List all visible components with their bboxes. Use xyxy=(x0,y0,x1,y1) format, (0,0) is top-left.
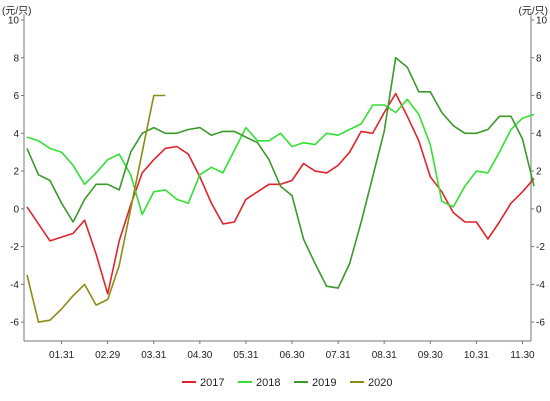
right-y-tick-label: 6 xyxy=(536,91,542,102)
x-tick-label: 04.30 xyxy=(187,350,212,361)
left-y-tick-label: 0 xyxy=(13,204,19,215)
series-line-2018 xyxy=(26,98,535,216)
x-tick-label: 01.31 xyxy=(49,350,74,361)
left-y-tick-label: 4 xyxy=(13,129,19,140)
left-y-tick-label: -2 xyxy=(10,242,19,253)
right-y-tick-label: -2 xyxy=(536,242,545,253)
series-line-2017 xyxy=(26,92,535,295)
x-tick-label: 11.30 xyxy=(510,350,535,361)
legend-label-2020: 2020 xyxy=(368,377,392,389)
left-y-tick-label: -4 xyxy=(10,280,19,291)
series-line-2020 xyxy=(26,94,166,323)
legend-label-2017: 2017 xyxy=(200,377,224,389)
left-y-tick-label: 10 xyxy=(8,16,20,27)
right-axis-unit: (元/只) xyxy=(519,6,548,17)
x-tick-label: 03.31 xyxy=(141,350,166,361)
x-tick-label: 06.30 xyxy=(280,350,305,361)
left-axis-unit: (元/只) xyxy=(2,6,31,17)
x-tick-label: 05.31 xyxy=(233,350,258,361)
left-y-tick-label: 2 xyxy=(13,167,19,178)
left-y-tick-label: -6 xyxy=(10,318,19,329)
legend-label-2019: 2019 xyxy=(312,377,336,389)
right-y-tick-label: 4 xyxy=(536,129,542,140)
legend-label-2018: 2018 xyxy=(256,377,280,389)
left-y-tick-label: 6 xyxy=(13,91,19,102)
legend: 2017 2018 2019 2020 xyxy=(182,377,392,389)
x-tick-label: 08.31 xyxy=(372,350,397,361)
right-y-tick-label: 10 xyxy=(536,16,548,27)
right-y-tick-label: 8 xyxy=(536,53,542,64)
right-y-tick-label: -6 xyxy=(536,318,545,329)
right-y-tick-label: 2 xyxy=(536,167,542,178)
x-tick-label: 10.31 xyxy=(464,350,489,361)
x-tick-label: 09.30 xyxy=(418,350,443,361)
x-tick-label: 02.29 xyxy=(95,350,120,361)
series-line-2019 xyxy=(26,56,535,289)
x-tick-label: 07.31 xyxy=(326,350,351,361)
series-layer xyxy=(26,56,535,323)
axes: 10 10 8 8 6 6 4 4 2 2 0 0 -2 -2 -4 -4 -6 -6 01.31 02.29 03.3… xyxy=(8,14,548,361)
right-y-tick-label: 0 xyxy=(536,204,542,215)
left-y-tick-label: 8 xyxy=(13,53,19,64)
right-y-tick-label: -4 xyxy=(536,280,545,291)
